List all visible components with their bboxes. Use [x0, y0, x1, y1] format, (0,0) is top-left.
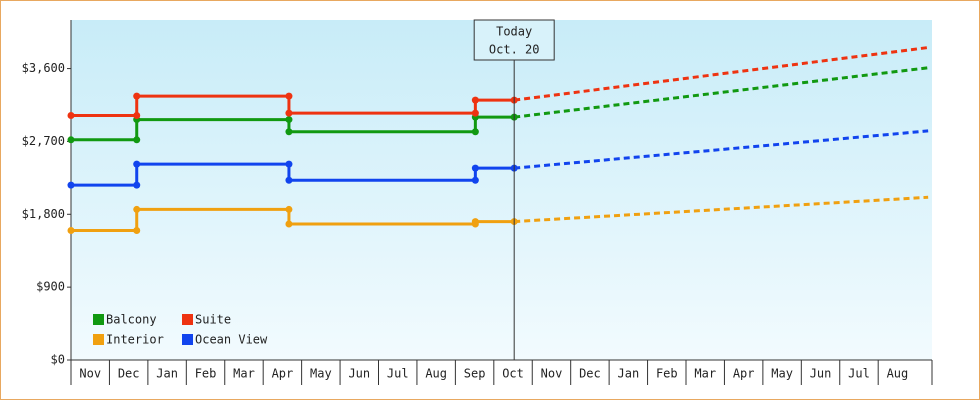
point	[471, 176, 479, 184]
x-tick-label: May	[771, 367, 793, 381]
legend-swatch	[182, 314, 193, 325]
plot-area	[71, 20, 932, 360]
point	[133, 226, 141, 234]
point	[285, 128, 293, 136]
point	[67, 112, 75, 120]
point	[285, 220, 293, 228]
today-label: Oct. 20	[489, 43, 540, 57]
point	[67, 181, 75, 189]
point	[471, 96, 479, 104]
x-tick-label: Nov	[541, 367, 563, 381]
point	[471, 218, 479, 226]
x-tick-label: Jan	[156, 367, 178, 381]
x-tick-label: Jun	[348, 367, 370, 381]
y-tick-label: $0	[51, 353, 65, 367]
x-tick-label: Feb	[656, 367, 678, 381]
legend-label: Interior	[106, 333, 164, 347]
y-tick-label: $3,600	[22, 61, 65, 75]
point	[471, 164, 479, 172]
point	[285, 160, 293, 168]
legend-label: Suite	[195, 313, 231, 327]
x-tick-label: Jul	[387, 367, 409, 381]
x-tick-label: Dec	[118, 367, 140, 381]
forecast-line	[514, 195, 929, 224]
point	[471, 109, 479, 117]
point	[133, 181, 141, 189]
point	[285, 109, 293, 117]
x-tick-label: Aug	[887, 367, 909, 381]
x-tick-label: Apr	[272, 367, 294, 381]
x-tick-label: Feb	[195, 367, 217, 381]
point	[133, 205, 141, 213]
legend-swatch	[182, 334, 193, 345]
point	[285, 176, 293, 184]
x-tick-label: Apr	[733, 367, 755, 381]
x-tick-label: Oct	[502, 367, 524, 381]
x-tick-label: Mar	[233, 367, 255, 381]
point	[133, 92, 141, 100]
point	[285, 92, 293, 100]
x-tick-label: Sep	[464, 367, 486, 381]
point	[133, 160, 141, 168]
legend-swatch	[93, 334, 104, 345]
point	[285, 205, 293, 213]
point	[285, 116, 293, 124]
x-tick-label: Jul	[848, 367, 870, 381]
x-tick-label: May	[310, 367, 332, 381]
point	[133, 112, 141, 120]
x-tick-label: Jun	[810, 367, 832, 381]
legend-swatch	[93, 314, 104, 325]
y-tick-label: $900	[36, 280, 65, 294]
x-tick-label: Jan	[618, 367, 640, 381]
point	[133, 136, 141, 144]
x-tick-label: Dec	[579, 367, 601, 381]
y-tick-label: $2,700	[22, 134, 65, 148]
legend-label: Balcony	[106, 313, 157, 327]
point	[67, 136, 75, 144]
x-tick-label: Nov	[79, 367, 101, 381]
point	[67, 226, 75, 234]
point	[471, 128, 479, 136]
today-label: Today	[496, 25, 532, 39]
legend-label: Ocean View	[195, 333, 268, 347]
x-tick-label: Mar	[694, 367, 716, 381]
x-tick-label: Aug	[425, 367, 447, 381]
y-tick-label: $1,800	[22, 207, 65, 221]
today-box	[473, 19, 555, 61]
